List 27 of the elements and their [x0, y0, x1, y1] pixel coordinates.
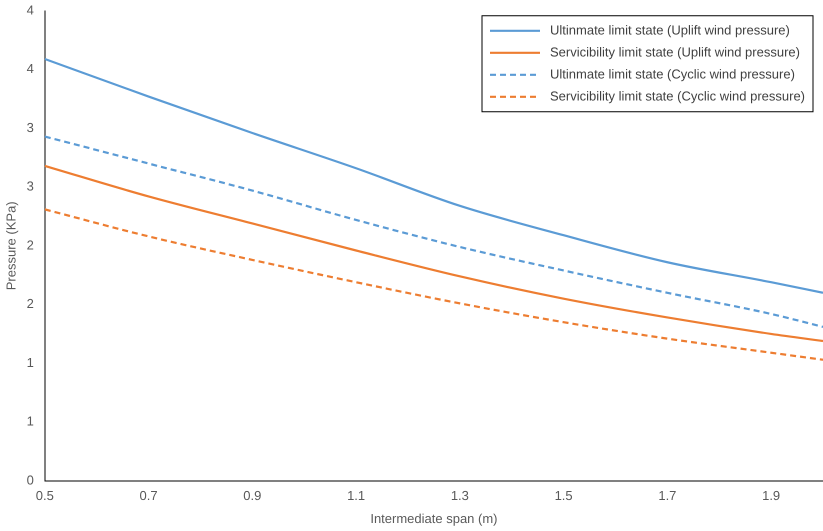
- y-tick-label: 4: [26, 2, 34, 18]
- line-series: [44, 164, 823, 342]
- x-tick-label: 1.7: [658, 488, 676, 504]
- legend-label: Servicibility limit state (Cyclic wind pressure): [550, 88, 805, 104]
- y-tick-label: 4: [26, 61, 34, 76]
- x-tick-label: 0.7: [140, 488, 158, 504]
- line-series: [44, 58, 823, 294]
- x-tick-label: 1.5: [554, 488, 573, 504]
- legend-label: Ultinmate limit state (Cyclic wind pressure): [550, 66, 795, 82]
- y-tick-label: 2: [26, 237, 34, 252]
- y-tick-label: 2: [26, 296, 34, 312]
- x-tick-label: 1.3: [450, 488, 469, 504]
- y-tick-label: 1: [26, 414, 34, 429]
- y-tick-label: 0: [26, 472, 34, 488]
- y-tick-label: 3: [26, 178, 34, 194]
- x-tick-label: 0.9: [243, 488, 262, 504]
- y-tick-label: 3: [26, 120, 34, 135]
- legend-label: Servicibility limit state (Uplift wind pressure): [550, 44, 800, 60]
- x-tick-label: 1.9: [762, 488, 780, 504]
- y-tick-label: 1: [26, 354, 34, 370]
- y-axis-title: Pressure (KPa): [3, 201, 18, 290]
- x-axis-title: Intermediate span (m): [370, 510, 498, 526]
- line-series: [44, 135, 823, 328]
- line-series: [44, 208, 823, 361]
- legend-label: Ultinmate limit state (Uplift wind pressure): [550, 22, 790, 38]
- x-tick-label: 0.5: [36, 488, 54, 504]
- x-tick-label: 1.1: [347, 488, 366, 504]
